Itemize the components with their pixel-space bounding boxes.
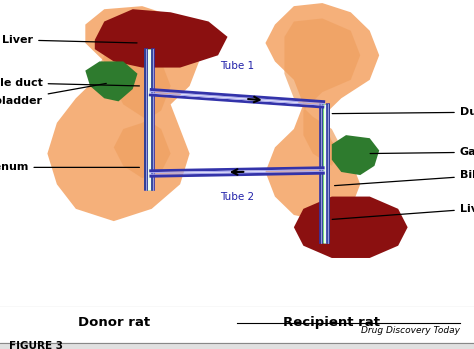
Text: Gallbladder: Gallbladder [370,147,474,157]
Polygon shape [47,6,199,221]
Polygon shape [284,18,360,166]
Polygon shape [95,9,228,68]
Polygon shape [85,61,137,101]
Polygon shape [95,49,171,178]
Polygon shape [294,196,408,258]
Text: Duodenum: Duodenum [0,162,139,172]
Text: Donor rat: Donor rat [78,316,150,329]
Text: Liver: Liver [332,204,474,220]
Text: Bile duct: Bile duct [0,78,139,88]
Polygon shape [265,3,379,221]
Text: Bile duct: Bile duct [335,170,474,186]
Text: Gallbladder: Gallbladder [0,83,106,106]
Text: Drug Discovery Today: Drug Discovery Today [361,326,460,335]
Text: FIGURE 3: FIGURE 3 [9,341,64,349]
Text: Recipient rat: Recipient rat [283,316,380,329]
Text: Duodenum: Duodenum [332,107,474,117]
Text: Tube 1: Tube 1 [220,61,254,70]
Text: Tube 2: Tube 2 [220,192,254,202]
Text: Liver: Liver [2,35,137,45]
Polygon shape [332,135,379,175]
